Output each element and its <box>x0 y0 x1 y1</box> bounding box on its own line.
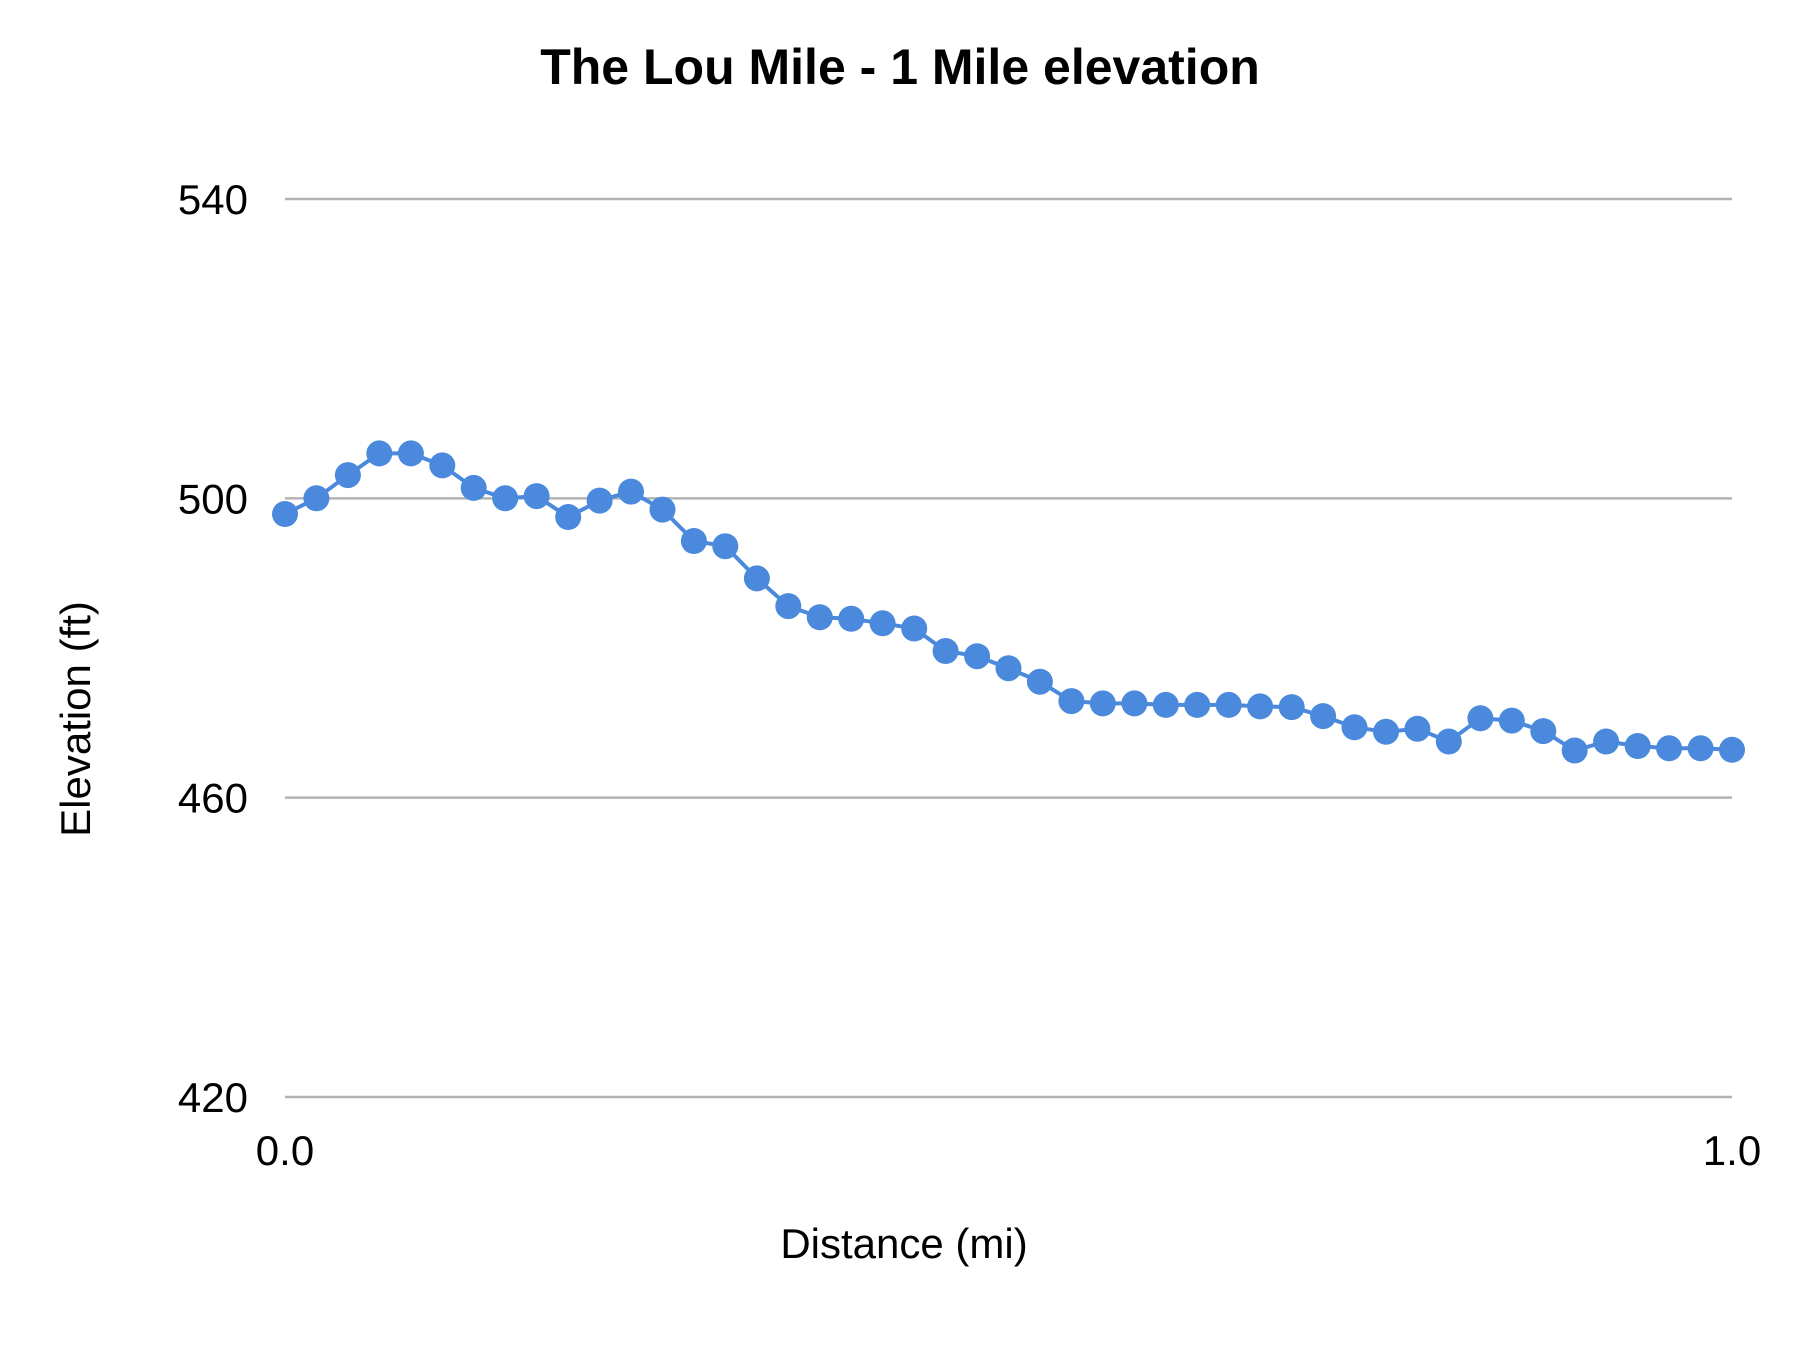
data-point <box>397 440 424 467</box>
data-point <box>1341 714 1368 741</box>
y-tick-label: 500 <box>178 475 248 522</box>
data-point <box>1121 690 1148 717</box>
data-point <box>1467 705 1494 732</box>
data-point <box>743 565 770 592</box>
data-point <box>492 485 519 512</box>
data-point <box>1310 703 1337 730</box>
data-point <box>1373 718 1399 745</box>
data-point <box>1561 737 1588 764</box>
data-point <box>272 501 298 527</box>
y-tick-label: 460 <box>178 775 248 822</box>
y-axis-ticks: 420 460 500 540 <box>178 176 248 1121</box>
data-point <box>1498 707 1525 734</box>
data-point <box>1435 728 1462 755</box>
data-point <box>806 604 833 631</box>
data-point <box>838 605 865 632</box>
data-point <box>555 504 582 530</box>
data-point <box>964 643 991 670</box>
data-point <box>680 528 707 554</box>
data-point <box>1026 668 1053 695</box>
data-point <box>1719 736 1745 763</box>
y-tick-label: 540 <box>178 176 248 223</box>
data-point <box>995 655 1022 682</box>
data-point <box>1184 691 1211 718</box>
data-point <box>1089 690 1116 717</box>
data-point <box>303 485 330 512</box>
data-point <box>869 610 896 637</box>
x-axis-ticks: 0.0 1.0 <box>256 1127 1761 1174</box>
data-point <box>523 483 550 510</box>
data-point <box>1058 688 1085 715</box>
chart-title: The Lou Mile - 1 Mile elevation <box>540 39 1260 95</box>
data-point <box>586 487 613 514</box>
data-point <box>429 452 456 479</box>
gridlines <box>285 197 1732 1099</box>
x-axis-title: Distance (mi) <box>780 1220 1027 1267</box>
y-tick-label: 420 <box>178 1074 248 1121</box>
data-point <box>460 474 487 501</box>
data-point <box>1152 691 1179 718</box>
x-tick-label: 0.0 <box>256 1127 314 1174</box>
x-tick-label: 1.0 <box>1703 1127 1761 1174</box>
data-point <box>1687 735 1714 762</box>
data-point <box>649 496 676 523</box>
data-point <box>1624 733 1651 759</box>
data-point <box>932 638 959 664</box>
data-point <box>775 593 802 620</box>
data-point <box>1593 728 1620 755</box>
data-point <box>1404 715 1431 742</box>
data-point <box>334 462 361 489</box>
data-point <box>1278 694 1305 721</box>
data-point <box>1656 735 1683 762</box>
data-point <box>1247 693 1274 720</box>
data-point <box>712 533 739 560</box>
data-point <box>618 478 644 505</box>
data-point <box>1530 718 1557 745</box>
y-axis-title: Elevation (ft) <box>52 601 99 837</box>
elevation-series <box>272 440 1745 764</box>
data-point <box>1215 691 1242 718</box>
data-point <box>901 615 928 642</box>
data-point <box>366 440 393 467</box>
